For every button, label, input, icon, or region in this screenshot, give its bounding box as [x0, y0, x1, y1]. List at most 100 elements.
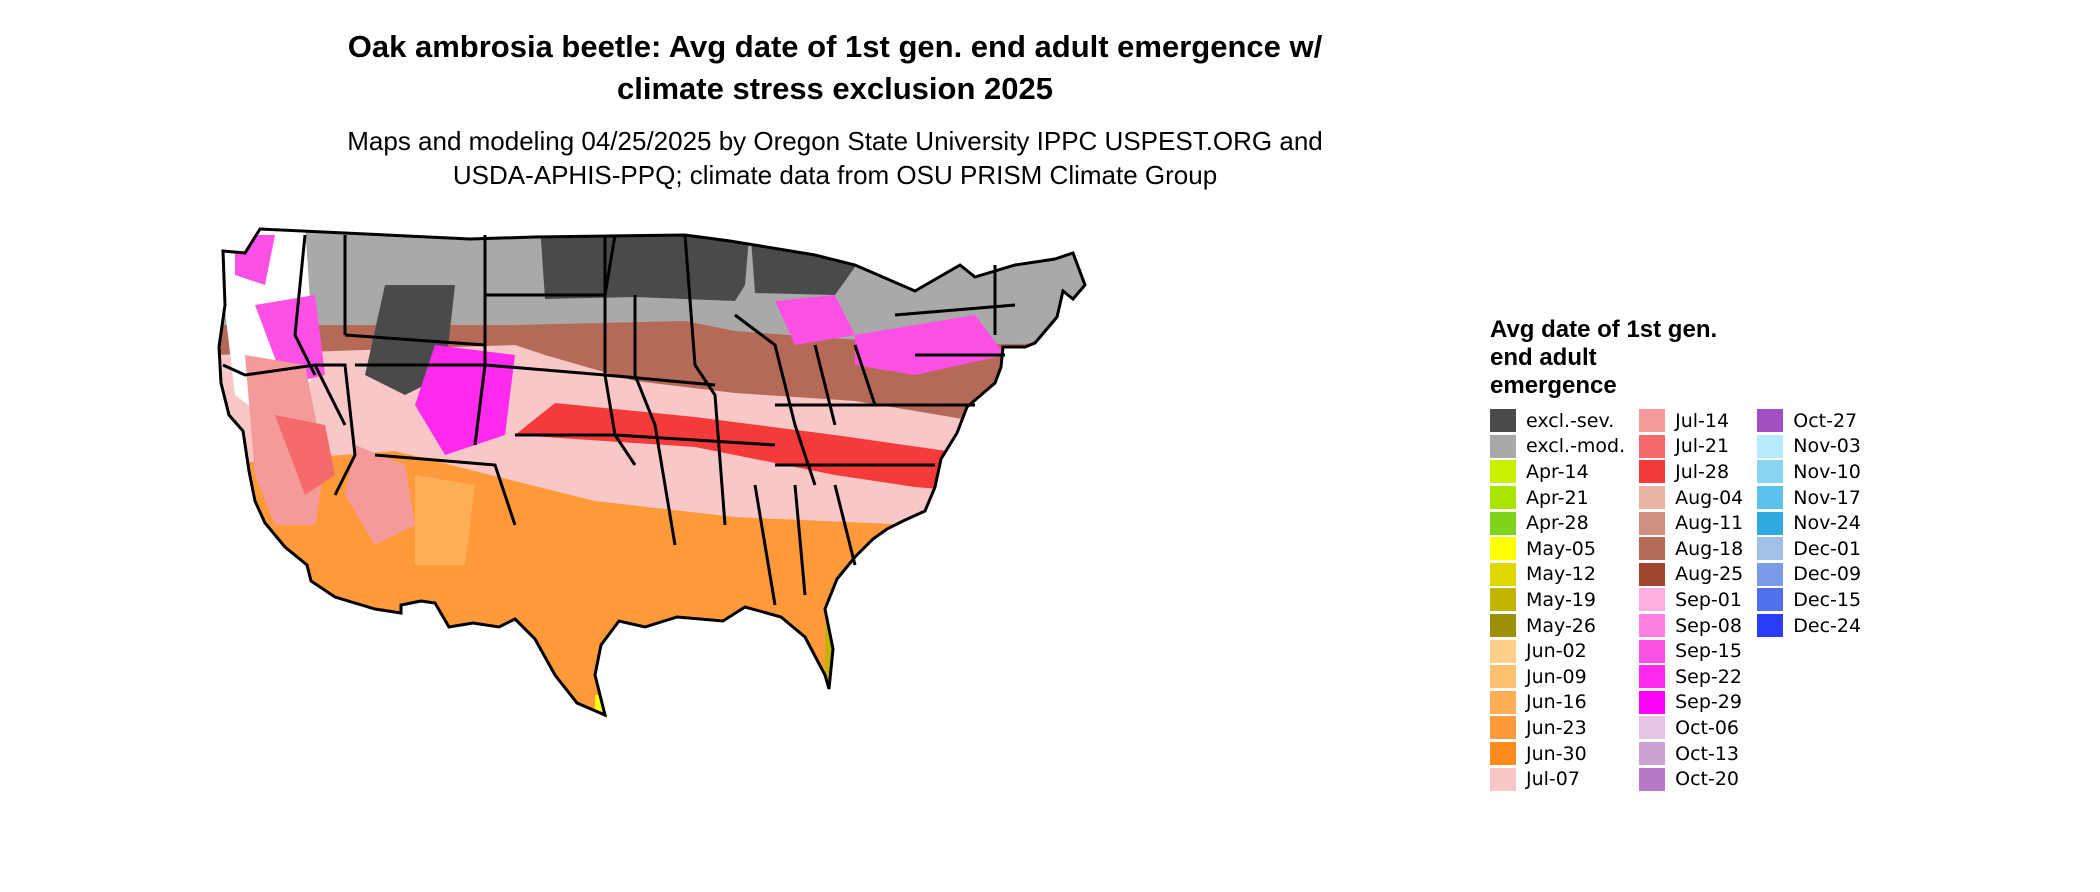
legend-label: Apr-28: [1526, 512, 1589, 535]
legend-swatch: [1757, 434, 1784, 458]
map-title-line-2: climate stress exclusion 2025: [617, 71, 1053, 106]
legend-swatch: [1639, 511, 1666, 535]
legend-swatch: [1490, 511, 1516, 535]
legend-item: Apr-14: [1490, 459, 1625, 485]
border-line: [683, 234, 727, 526]
legend-item: Oct-20: [1639, 766, 1743, 792]
legend-swatch: [1490, 665, 1516, 689]
region-maine-exclusion: [975, 255, 1075, 325]
legend-label: Oct-27: [1793, 409, 1858, 432]
legend-swatch: [1490, 690, 1516, 714]
legend-swatch: [1639, 537, 1666, 561]
legend-item: Jun-23: [1490, 715, 1625, 741]
legend-label: Sep-15: [1675, 640, 1742, 663]
legend-swatch: [1639, 588, 1666, 612]
legend-item: Nov-10: [1757, 459, 1861, 485]
us-map: [215, 225, 1455, 885]
legend-swatch: [1639, 409, 1666, 433]
border-line: [833, 484, 857, 566]
legend-item: Nov-24: [1757, 510, 1861, 536]
legend-item: Sep-22: [1639, 664, 1743, 690]
legend-item: Oct-27: [1757, 408, 1861, 434]
legend-swatch: [1639, 716, 1666, 740]
legend-item: Jul-07: [1490, 766, 1625, 792]
region-magenta-michigan: [775, 295, 855, 345]
border-line: [344, 333, 486, 347]
legend-label: Nov-24: [1793, 512, 1861, 535]
legend-item: Oct-06: [1639, 715, 1743, 741]
legend-swatch: [1490, 409, 1516, 433]
legend-item: May-12: [1490, 562, 1625, 588]
map-legend: Avg date of 1st gen. end adult emergence…: [1490, 316, 1861, 792]
legend-label: Aug-11: [1675, 512, 1744, 535]
legend-swatch: [1757, 588, 1784, 612]
legend-item: Jun-02: [1490, 638, 1625, 664]
legend-item: Dec-01: [1757, 536, 1861, 562]
border-line: [222, 363, 347, 426]
legend-swatch: [1490, 537, 1516, 561]
legend-label: Nov-03: [1793, 435, 1861, 458]
legend-label: Sep-29: [1675, 691, 1742, 714]
border-line: [355, 363, 487, 446]
legend-swatch: [1757, 486, 1784, 510]
region-magenta-rockies: [415, 345, 515, 455]
region-southwest-june: [415, 475, 475, 565]
legend-swatch: [1490, 562, 1516, 586]
border-line: [753, 484, 777, 606]
legend-label: Sep-08: [1675, 614, 1742, 637]
legend-label: Aug-25: [1675, 563, 1744, 586]
region-florida: [825, 625, 875, 715]
legend-label: May-12: [1526, 563, 1596, 586]
border-line: [374, 453, 517, 526]
region-florida-tip: [835, 665, 875, 715]
legend-label: Jun-30: [1526, 742, 1587, 765]
legend-label: Jul-14: [1675, 409, 1730, 432]
legend-label: Oct-06: [1675, 716, 1740, 739]
legend-item: Aug-18: [1639, 536, 1743, 562]
border-line: [614, 433, 776, 447]
legend-label: Oct-20: [1675, 768, 1740, 791]
us-map-svg: [217, 227, 1087, 717]
legend-label: May-26: [1526, 614, 1596, 637]
legend-swatch: [1757, 511, 1784, 535]
legend-item: Jun-09: [1490, 664, 1625, 690]
legend-label: Sep-22: [1675, 665, 1742, 688]
legend-label: Jun-09: [1526, 665, 1587, 688]
legend-label: Oct-13: [1675, 742, 1740, 765]
border-line: [633, 295, 677, 546]
legend-label: Nov-10: [1793, 460, 1861, 483]
border-line: [293, 234, 317, 376]
legend-swatch: [1639, 434, 1666, 458]
legend-swatch: [1757, 460, 1784, 484]
legend-item: Dec-09: [1757, 562, 1861, 588]
legend-item: Apr-21: [1490, 485, 1625, 511]
legend-swatch: [1639, 690, 1666, 714]
map-title: Oak ambrosia beetle: Avg date of 1st gen…: [240, 26, 1430, 110]
legend-label: excl.-mod.: [1526, 435, 1626, 458]
legend-swatch: [1639, 562, 1666, 586]
legend-item: Aug-04: [1639, 485, 1743, 511]
legend-item: Jun-16: [1490, 690, 1625, 716]
legend-item: May-05: [1490, 536, 1625, 562]
legend-label: excl.-sev.: [1526, 409, 1615, 432]
legend-item: Oct-13: [1639, 741, 1743, 767]
border-line: [734, 313, 817, 486]
legend-label: Jun-23: [1526, 716, 1587, 739]
legend-item: Jun-30: [1490, 741, 1625, 767]
legend-label: May-05: [1526, 537, 1596, 560]
region-severe-exclusion: [540, 229, 750, 301]
legend-item: Jul-28: [1639, 459, 1743, 485]
border-line: [315, 363, 357, 496]
legend-swatch: [1639, 614, 1666, 638]
map-subtitle: Maps and modeling 04/25/2025 by Oregon S…: [240, 124, 1430, 192]
legend-item: Sep-01: [1639, 587, 1743, 613]
legend-swatch: [1639, 639, 1666, 663]
legend-label: Nov-17: [1793, 486, 1861, 509]
legend-label: Apr-21: [1526, 486, 1589, 509]
legend-item: Sep-29: [1639, 690, 1743, 716]
legend-item: Jul-14: [1639, 408, 1743, 434]
legend-label: Jun-16: [1526, 691, 1587, 714]
legend-label: Dec-01: [1793, 537, 1862, 560]
legend-label: Apr-14: [1526, 460, 1589, 483]
legend-item: Nov-03: [1757, 434, 1861, 460]
